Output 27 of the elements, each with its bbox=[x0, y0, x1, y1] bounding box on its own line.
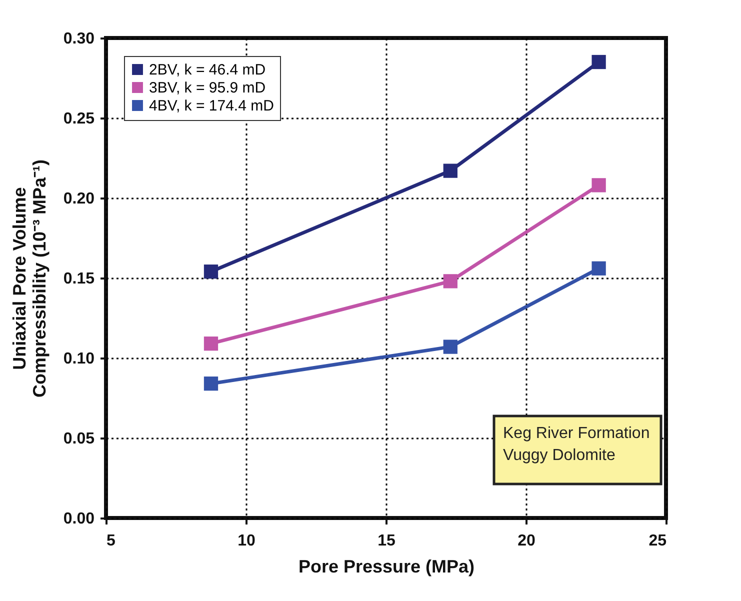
point bbox=[592, 178, 606, 192]
x-tick-label: 5 bbox=[106, 532, 116, 550]
point bbox=[443, 164, 458, 178]
y-tick-label: 0.20 bbox=[63, 190, 95, 208]
x-tick-label: 20 bbox=[518, 532, 536, 550]
point bbox=[204, 264, 218, 279]
x-tick-label: 15 bbox=[378, 532, 396, 550]
y-tick-label: 0.10 bbox=[63, 350, 95, 368]
y-tick-label: 0.15 bbox=[63, 270, 95, 288]
y-tick-label: 0.30 bbox=[63, 30, 95, 48]
point bbox=[592, 261, 606, 276]
x-axis-title: Pore Pressure (MPa) bbox=[298, 556, 475, 576]
point bbox=[443, 340, 458, 354]
y-tick-label: 0.25 bbox=[63, 110, 95, 128]
x-tick-label: 10 bbox=[238, 532, 256, 550]
legend-label: 4BV, k = 174.4 mD bbox=[149, 98, 274, 114]
point bbox=[204, 336, 218, 351]
annotation: Keg River Formation Vuggy Dolomite bbox=[503, 425, 650, 464]
y-tick-label: 0.00 bbox=[63, 510, 95, 528]
point bbox=[204, 376, 218, 391]
point bbox=[592, 54, 606, 70]
y-tick-label: 0.05 bbox=[63, 430, 95, 448]
legend-label: 2BV, k = 46.4 mD bbox=[149, 62, 266, 78]
x-tick-label: 25 bbox=[648, 532, 667, 550]
y-axis-title: Uniaxial Pore Volume Compressibility (10⁻³ MPa⁻¹) bbox=[9, 159, 50, 398]
legend-label: 3BV, k = 95.9 mD bbox=[149, 80, 266, 96]
point bbox=[443, 274, 458, 288]
